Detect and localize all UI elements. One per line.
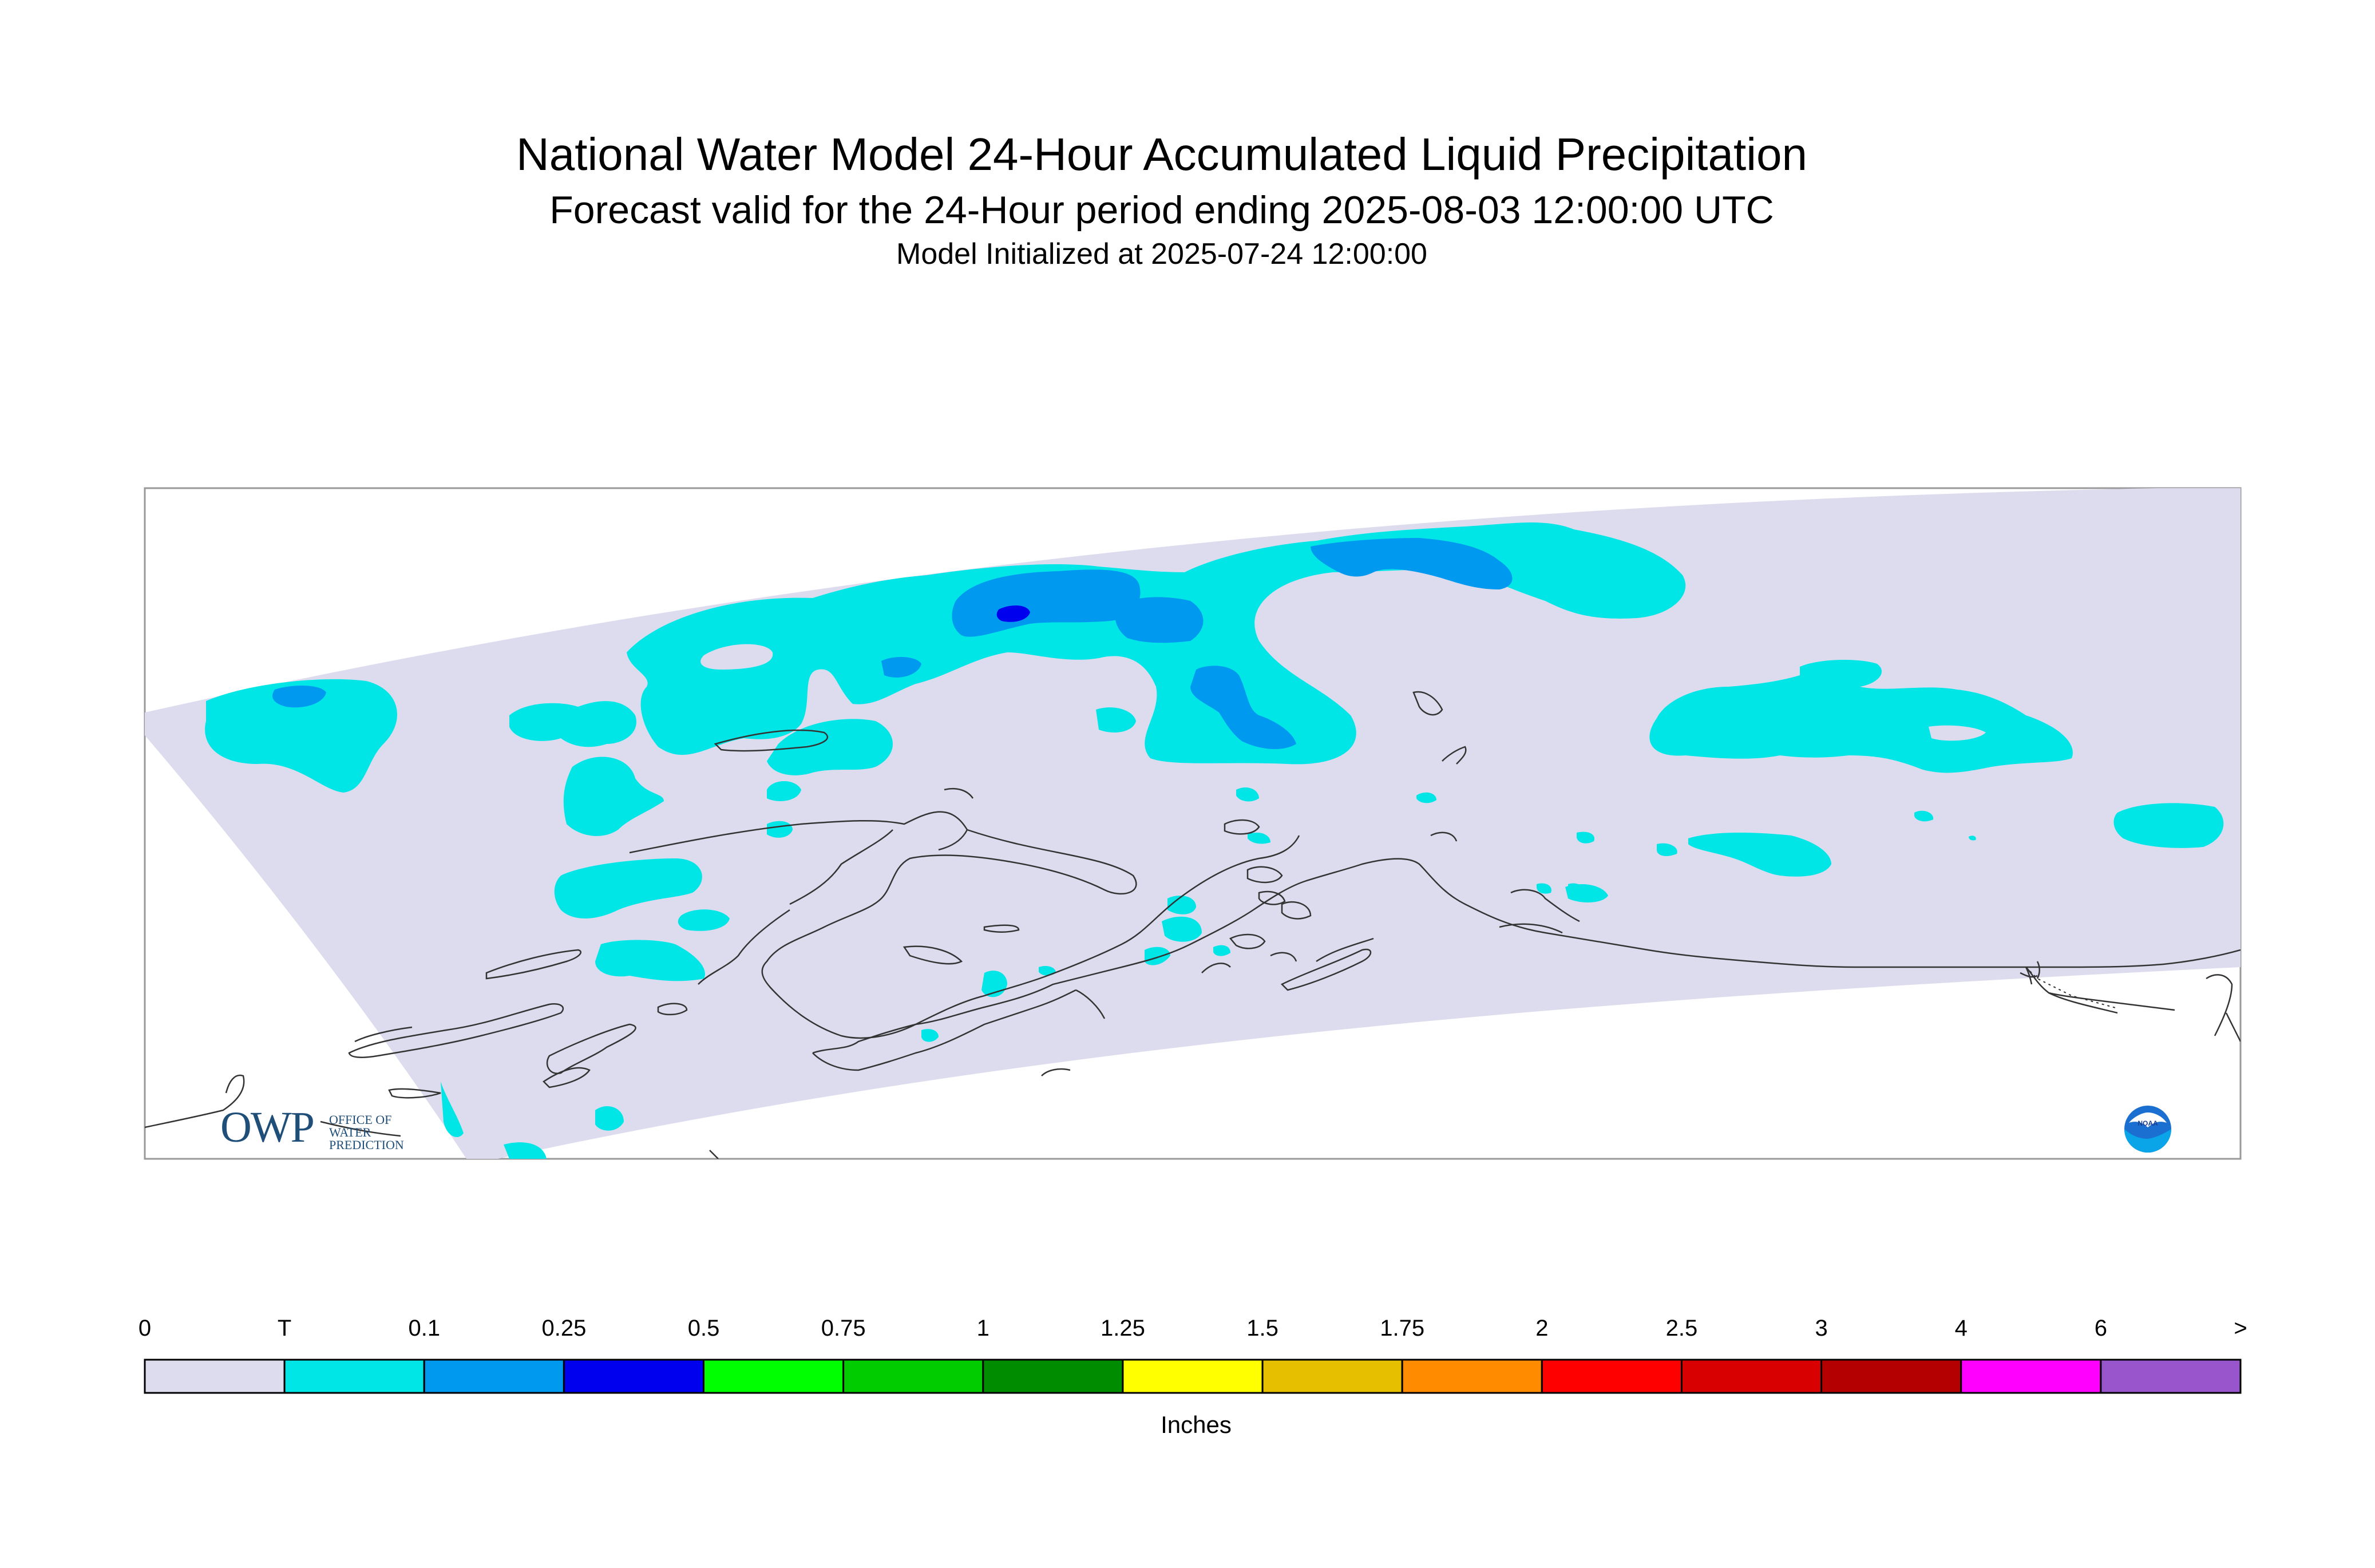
trace-precip-areas	[205, 522, 2224, 1159]
colorbar-tick-label: 2.5	[1665, 1316, 1698, 1341]
svg-text:NOAA: NOAA	[2138, 1119, 2158, 1127]
colorbar-swatch	[144, 1359, 286, 1394]
colorbar-tick-label: 0.25	[541, 1316, 587, 1341]
colorbar-swatch	[563, 1359, 705, 1394]
colorbar-tick-label: 1.25	[1100, 1316, 1145, 1341]
light-precip-areas	[272, 538, 1513, 750]
colorbar-swatch	[1680, 1359, 1823, 1394]
colorbar-tick-label: 2	[1535, 1316, 1549, 1341]
border-line	[2025, 967, 2118, 1009]
noaa-logo: NOAA	[2124, 1106, 2171, 1153]
colorbar-tick-label: >	[2234, 1316, 2247, 1341]
owp-logo-subtext: OFFICE OF WATER PREDICTION	[329, 1112, 404, 1152]
colorbar-tick-label: 0.1	[408, 1316, 441, 1341]
colorbar-tick-label: 3	[1815, 1316, 1828, 1341]
colorbar-swatch	[1820, 1359, 1962, 1394]
colorbar-tick-label: 0.75	[821, 1316, 866, 1341]
colorbar-swatch	[982, 1359, 1124, 1394]
colorbar-swatch	[842, 1359, 984, 1394]
coastlines	[145, 691, 2241, 1159]
colorbar-tick-label: 0	[138, 1316, 152, 1341]
colorbar-swatch	[2100, 1359, 2242, 1394]
colorbar-tick-label: 0.5	[687, 1316, 720, 1341]
colorbar-swatch	[283, 1359, 425, 1394]
owp-logo: OWP OFFICE OF WATER PREDICTION	[220, 1103, 426, 1152]
colorbar-swatch	[703, 1359, 845, 1394]
colorbar-swatch	[1122, 1359, 1264, 1394]
colorbar-tick-label: T	[277, 1316, 292, 1341]
colorbar-units: Inches	[1161, 1411, 1232, 1438]
colorbar-swatch	[1401, 1359, 1543, 1394]
map-subtitle: Forecast valid for the 24-Hour period en…	[549, 188, 1774, 232]
colorbar-tick-label: 1	[976, 1316, 989, 1341]
colorbar-swatch	[1261, 1359, 1403, 1394]
colorbar-swatch	[423, 1359, 565, 1394]
colorbar-tick-label: 6	[2094, 1316, 2107, 1341]
colorbar-tick-label: 1.5	[1246, 1316, 1278, 1341]
colorbar-swatch	[1541, 1359, 1683, 1394]
colorbar-swatch	[1960, 1359, 2102, 1394]
colorbar-tick-label: 1.75	[1380, 1316, 1425, 1341]
owp-logo-text: OWP	[220, 1103, 315, 1151]
colorbar-tick-label: 4	[1954, 1316, 1968, 1341]
map-title: National Water Model 24-Hour Accumulated…	[516, 129, 1807, 180]
model-init-line: Model Initialized at 2025-07-24 12:00:00	[896, 237, 1427, 271]
moderate-precip-area	[996, 605, 1030, 622]
